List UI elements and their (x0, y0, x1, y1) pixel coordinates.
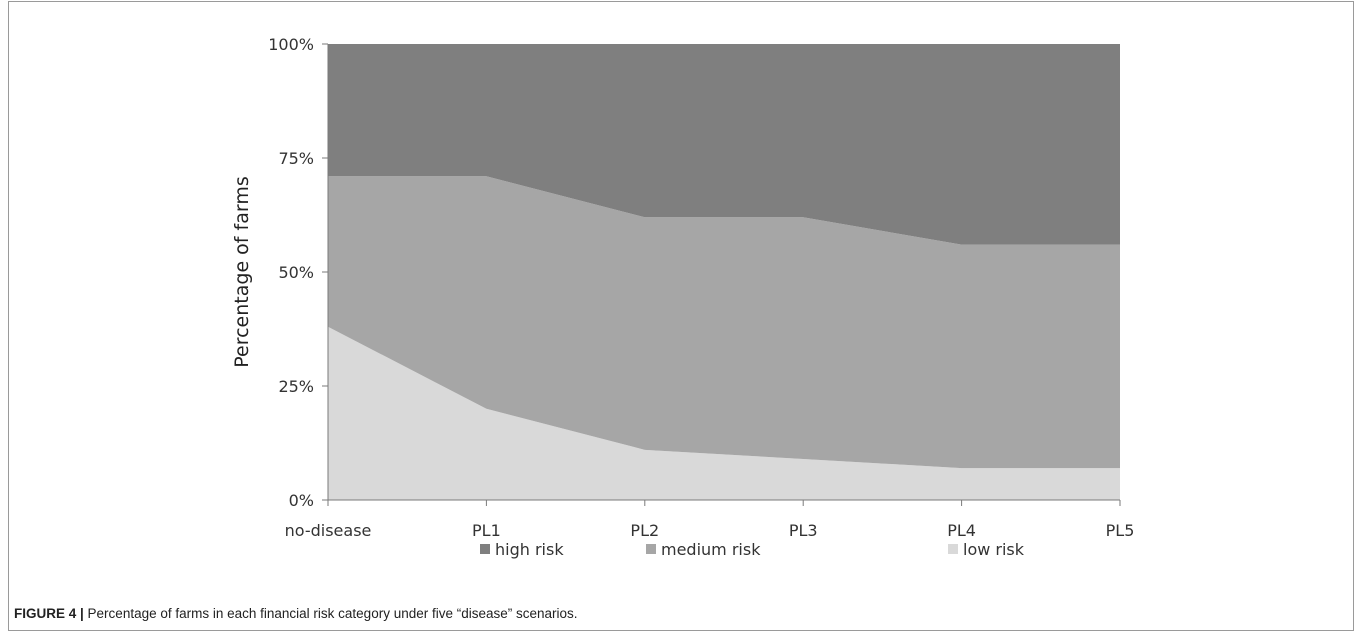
legend-swatch (480, 544, 490, 554)
figure-caption: FIGURE 4 | Percentage of farms in each f… (14, 606, 578, 621)
area-high-risk (328, 44, 1120, 245)
figure-frame (8, 1, 1354, 631)
legend-label: high risk (495, 540, 564, 559)
legend: high risk medium risk low risk (480, 540, 1025, 559)
legend-swatch (646, 544, 656, 554)
caption-label: FIGURE 4 | (14, 606, 84, 621)
legend-swatch (948, 544, 958, 554)
x-tick-label: PL5 (1106, 521, 1135, 540)
y-axis-title: Percentage of farms (231, 176, 253, 368)
legend-item-low-risk: low risk (948, 540, 1025, 559)
y-tick-label: 75% (278, 149, 314, 168)
legend-item-medium-risk: medium risk (646, 540, 761, 559)
y-tick-label: 25% (278, 377, 314, 396)
x-tick-label: PL3 (789, 521, 818, 540)
axes-group (322, 43, 1121, 506)
area-medium-risk (328, 176, 1120, 469)
legend-label: low risk (963, 540, 1025, 559)
area-low-risk (328, 326, 1120, 500)
y-tick-label: 100% (268, 35, 314, 54)
x-tick-label: no-disease (285, 521, 372, 540)
legend-label: medium risk (661, 540, 761, 559)
x-tick-label: PL4 (947, 521, 976, 540)
stacked-area-chart: 0% 25% 50% 75% 100% no-disease PL1 PL2 PL3 PL4 PL5… (231, 35, 1134, 559)
x-tick-label: PL2 (630, 521, 659, 540)
y-tick-label: 0% (289, 491, 314, 510)
y-tick-label: 50% (278, 263, 314, 282)
legend-item-high-risk: high risk (480, 540, 564, 559)
caption-text: Percentage of farms in each financial ri… (83, 606, 578, 621)
tick-labels-group: 0% 25% 50% 75% 100% no-disease PL1 PL2 PL3 PL4 PL5 (268, 35, 1134, 540)
x-tick-label: PL1 (472, 521, 501, 540)
area-series-group (328, 44, 1120, 500)
